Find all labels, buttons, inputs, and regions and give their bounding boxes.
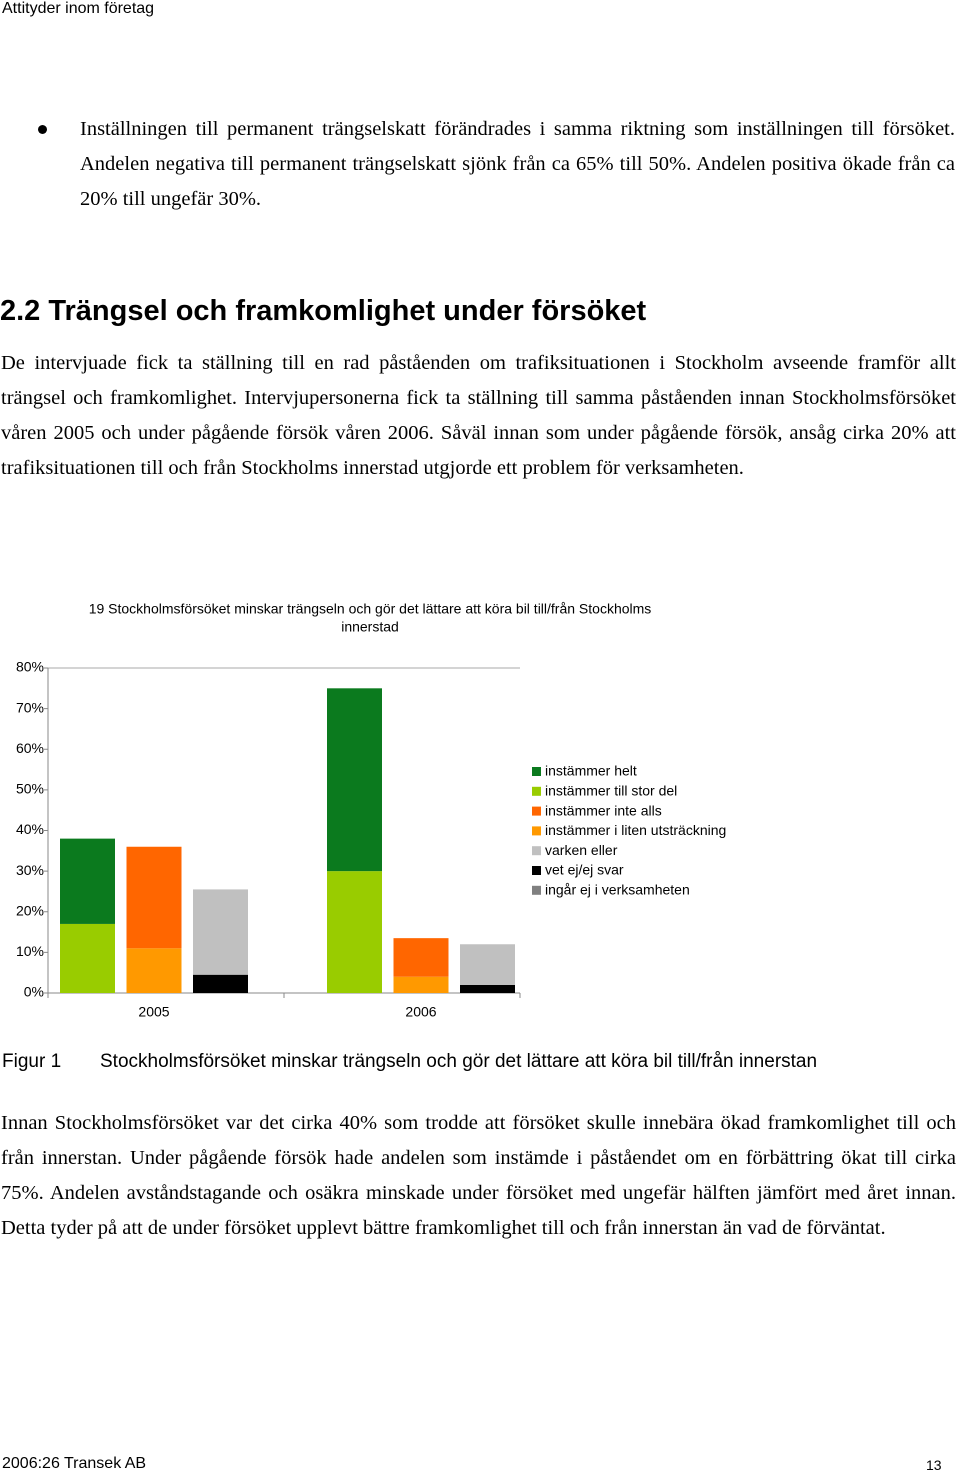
legend-label: instämmer till stor del [545,783,677,799]
y-tick-label: 0% [24,984,44,1000]
bar-segment [126,948,182,993]
running-header: Attityder inom företag [2,0,155,17]
chart-title: innerstad [341,619,399,635]
paragraph: De intervjuade fick ta ställning till en… [1,352,956,479]
legend-swatch [532,846,541,856]
legend-label: instämmer i liten utsträckning [545,822,726,838]
bar-segment [60,923,115,993]
y-tick-label: 70% [16,699,44,715]
x-tick-label: 2005 [138,1004,169,1020]
bar-segment [193,889,248,975]
legend-swatch [532,767,541,776]
bar-segment [126,846,182,949]
y-tick-label: 40% [16,821,44,837]
legend-label: instämmer helt [545,763,637,779]
figure-label: Figur 1 [2,1051,62,1072]
chart-title: 19 Stockholmsförsöket minskar trängseln … [89,601,652,617]
bar-segment [60,838,115,924]
page-number: 13 [926,1457,942,1473]
footer: 2006:26 Transek AB [2,1455,147,1472]
x-tick-label: 2006 [405,1004,436,1020]
bar-segment [393,938,449,977]
legend-swatch [532,826,541,836]
legend-label: vet ej/ej svar [545,862,624,878]
figure-caption: Stockholmsförsöket minskar trängseln och… [100,1051,818,1072]
y-tick-label: 80% [16,659,44,675]
legend-swatch [532,866,541,875]
bar-segment [460,984,515,993]
section-heading: 2.2 Trängsel och framkomlighet under för… [0,295,647,327]
bar-segment [393,976,449,993]
bullet [38,125,47,134]
legend-label: ingår ej i verksamheten [545,882,690,898]
legend-label: varken eller [545,842,618,858]
bar-segment [327,871,382,993]
chart: 19 Stockholmsförsöket minskar trängseln … [16,601,726,1020]
bullet-text: Inställningen till permanent trängselska… [80,118,955,210]
y-tick-label: 60% [16,740,44,756]
legend-swatch [532,806,541,816]
paragraph: Innan Stockholmsförsöket var det cirka 4… [1,1112,956,1239]
y-tick-label: 20% [16,902,44,918]
legend-swatch [532,786,541,796]
y-tick-label: 10% [16,943,44,959]
legend-label: instämmer inte alls [545,802,662,818]
bar-segment [460,944,515,985]
bar-segment [193,974,248,993]
y-tick-label: 30% [16,862,44,878]
legend-swatch [532,885,541,895]
y-tick-label: 50% [16,781,44,797]
bar-segment [327,688,382,872]
